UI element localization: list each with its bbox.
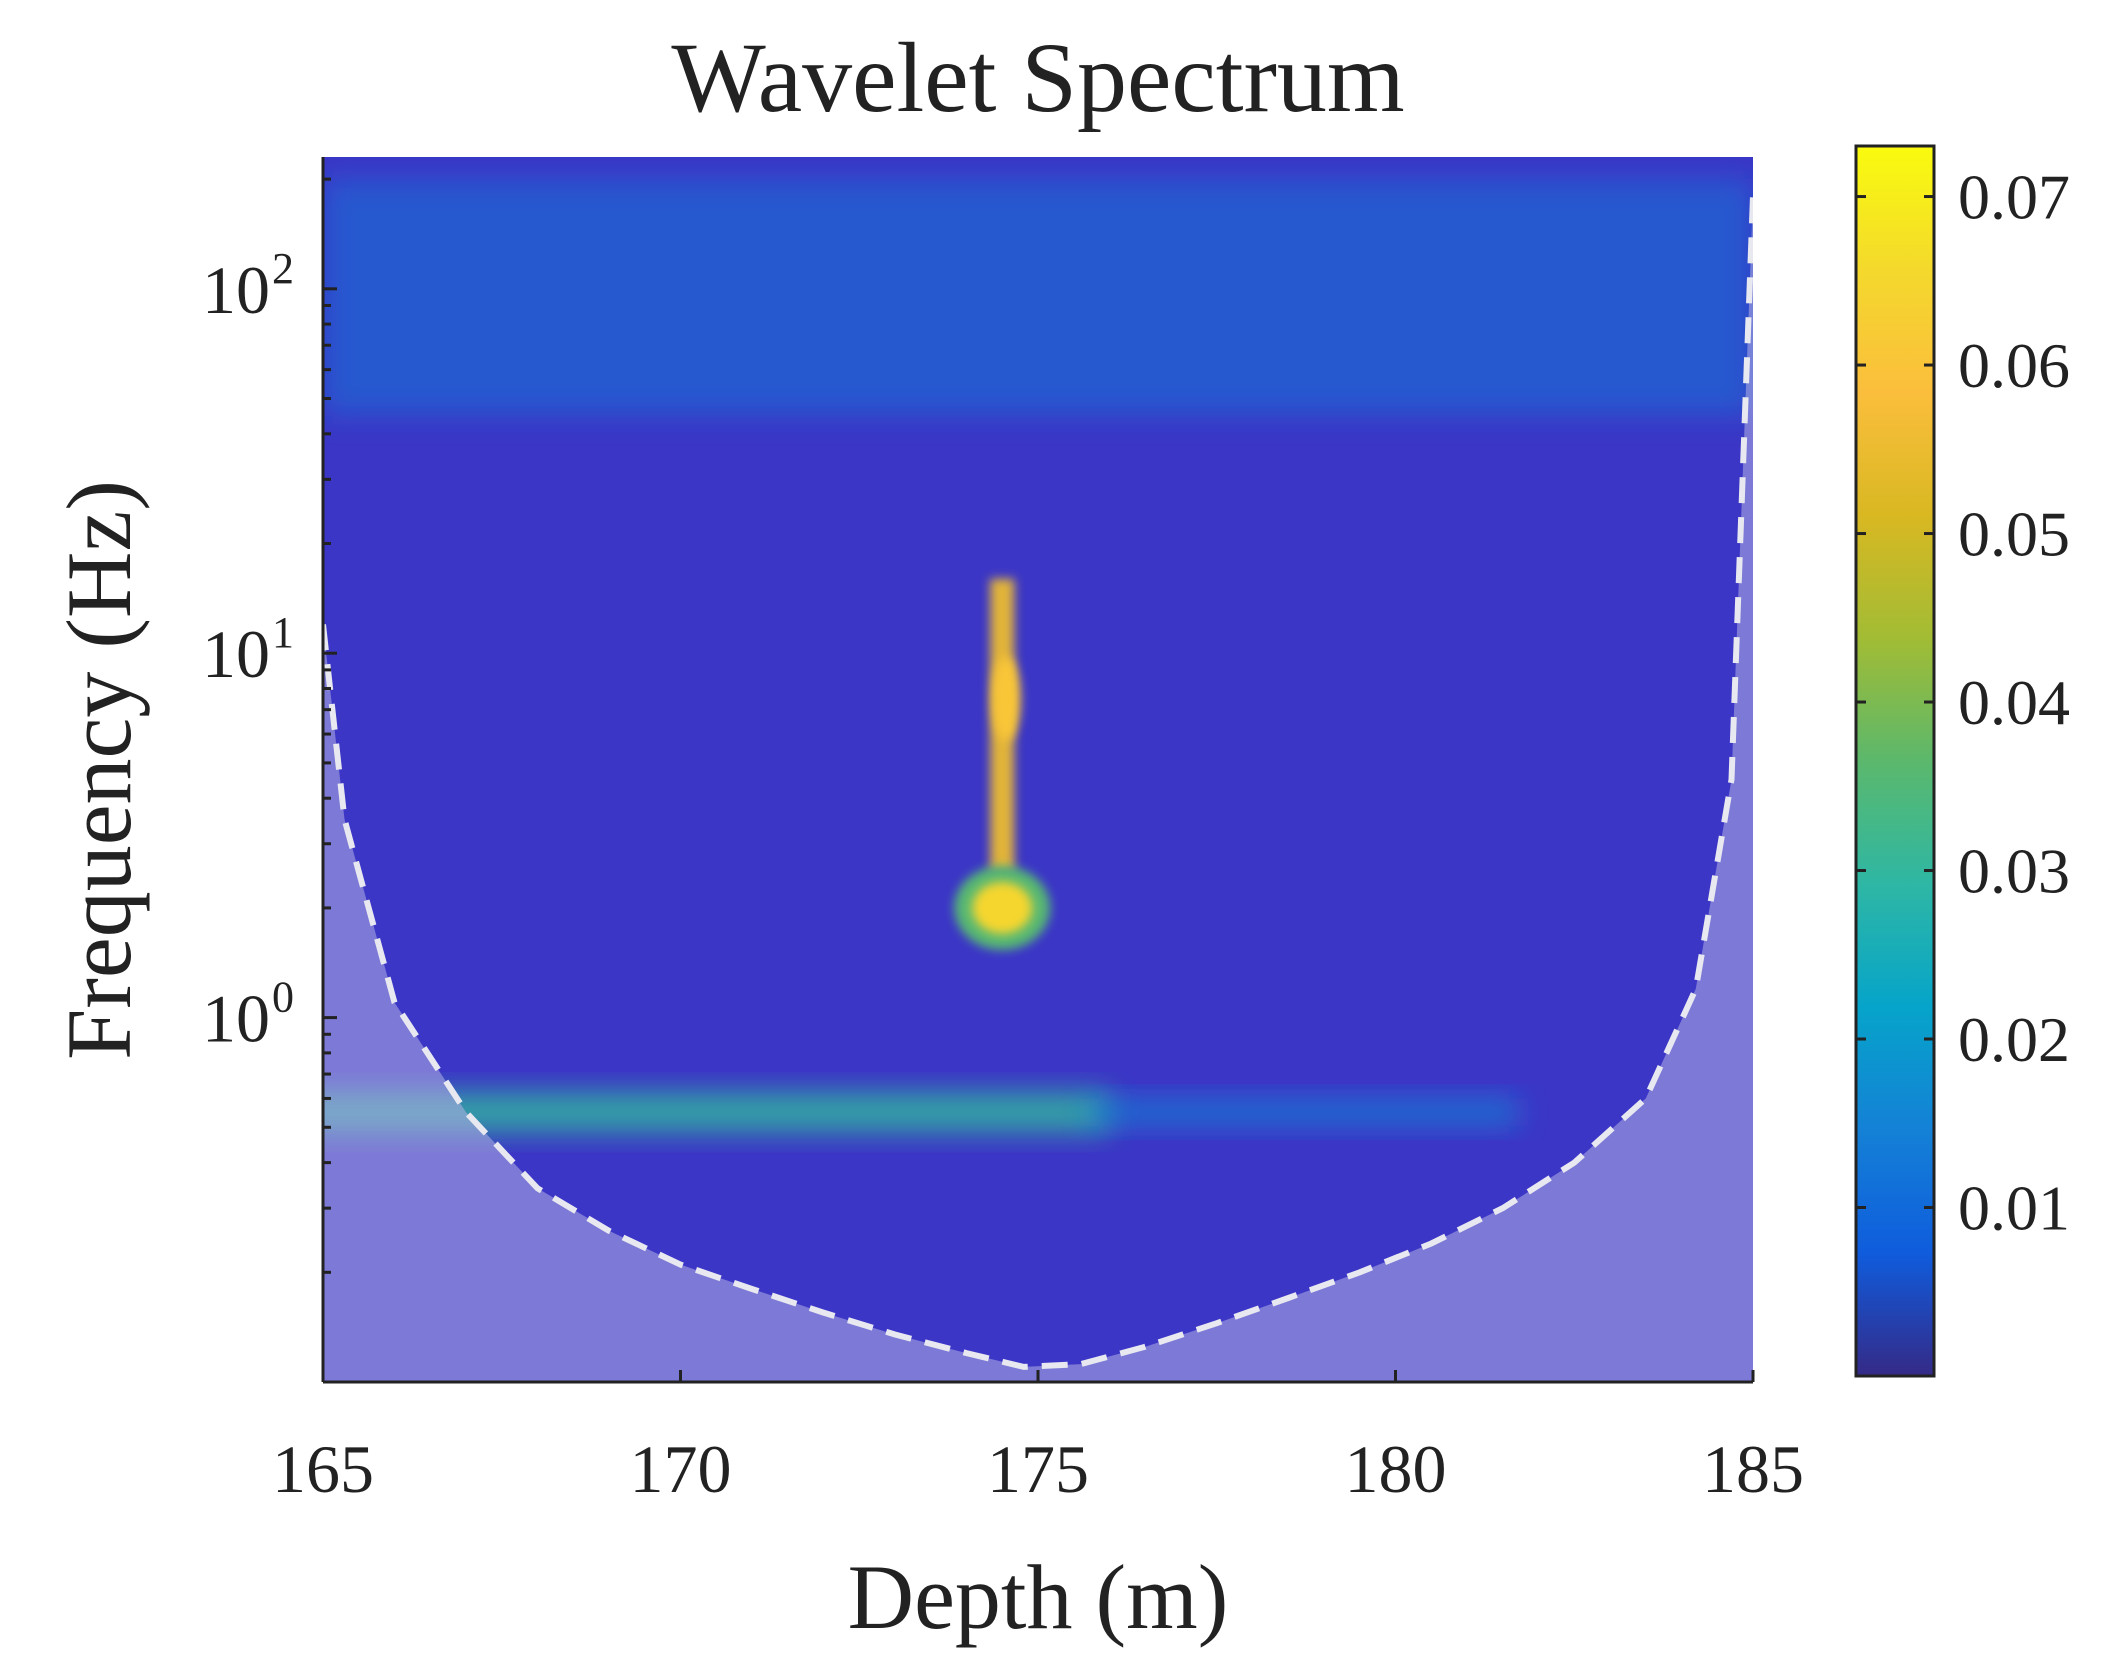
x-ticks: 165 170 175 180 185 bbox=[272, 1370, 1804, 1507]
colorbar-tick-label: 0.04 bbox=[1958, 667, 2070, 738]
colorbar-ticks: 0.01 0.02 0.03 0.04 0.05 0.06 0.07 bbox=[1856, 162, 2070, 1244]
cone-of-influence-shade bbox=[323, 157, 1753, 1382]
y-tick-exponent: 1 bbox=[272, 608, 294, 657]
peak bbox=[972, 881, 1033, 934]
colorbar-tick-label: 0.05 bbox=[1958, 499, 2070, 570]
plot-area bbox=[323, 157, 1753, 1382]
y-tick-exponent: 2 bbox=[272, 244, 294, 293]
low-frequency-band-tail bbox=[1089, 1098, 1519, 1127]
streak-hotspot bbox=[992, 656, 1021, 741]
heatmap-features bbox=[323, 179, 1753, 1133]
colorbar-tick-label: 0.02 bbox=[1958, 1004, 2070, 1075]
colorbar-tick-label: 0.06 bbox=[1958, 330, 2070, 401]
colorbar-gradient bbox=[1854, 144, 1936, 1378]
y-tick-label: 10 bbox=[202, 981, 270, 1057]
cone-of-influence-line bbox=[323, 195, 1753, 1370]
y-axis-label: Frequency (Hz) bbox=[48, 480, 150, 1060]
y-tick-label: 10 bbox=[202, 252, 270, 328]
x-tick-label: 180 bbox=[1345, 1431, 1447, 1507]
x-tick-label: 170 bbox=[630, 1431, 732, 1507]
colorbar-tick-label: 0.03 bbox=[1958, 836, 2070, 907]
x-tick-label: 185 bbox=[1702, 1431, 1804, 1507]
x-tick-label: 165 bbox=[272, 1431, 374, 1507]
high-frequency-band bbox=[323, 179, 1753, 416]
y-tick-label: 10 bbox=[202, 616, 270, 692]
colorbar-tick-label: 0.01 bbox=[1958, 1173, 2070, 1244]
colorbar-tick-label: 0.07 bbox=[1958, 162, 2070, 233]
y-tick-exponent: 0 bbox=[272, 973, 294, 1022]
x-tick-label: 175 bbox=[987, 1431, 1089, 1507]
x-axis-label: Depth (m) bbox=[848, 1546, 1229, 1648]
colorbar: 0.01 0.02 0.03 0.04 0.05 0.06 0.07 bbox=[1854, 144, 2070, 1378]
chart-title: Wavelet Spectrum bbox=[671, 22, 1404, 133]
